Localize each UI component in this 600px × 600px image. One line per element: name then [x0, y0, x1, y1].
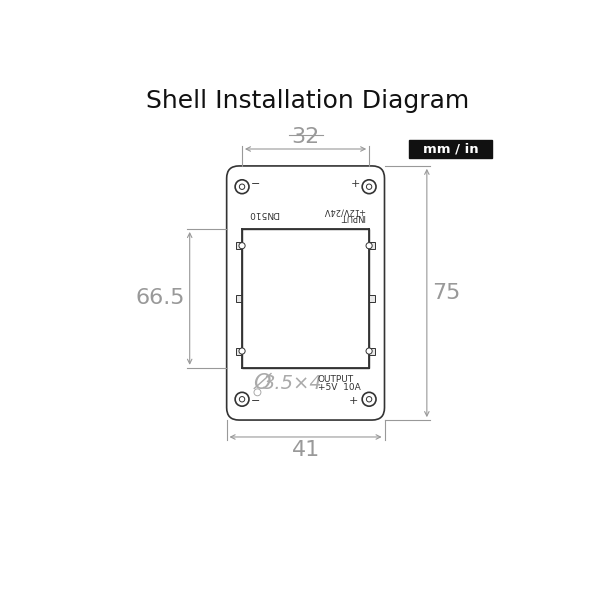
Text: DN510: DN510 [248, 209, 279, 218]
Circle shape [366, 348, 372, 354]
Text: Shell Installation Diagram: Shell Installation Diagram [146, 89, 469, 113]
Text: 75: 75 [432, 283, 461, 303]
FancyBboxPatch shape [227, 166, 385, 420]
Circle shape [366, 242, 372, 249]
Text: Ø: Ø [254, 373, 271, 393]
Text: 32: 32 [292, 127, 320, 148]
Text: −: − [251, 179, 260, 190]
Circle shape [239, 242, 245, 249]
Text: 3.5×4: 3.5×4 [263, 374, 323, 392]
Text: 41: 41 [292, 440, 320, 460]
Bar [236, 347, 242, 355]
Text: INPUT: INPUT [340, 212, 365, 221]
Text: −: − [251, 396, 260, 406]
Text: +: + [349, 396, 358, 406]
Text: mm / in: mm / in [423, 142, 479, 155]
Text: 66.5: 66.5 [136, 289, 185, 308]
Text: +12V/24V: +12V/24V [323, 206, 365, 215]
Bar [369, 242, 375, 249]
Text: +: + [350, 179, 360, 190]
Circle shape [235, 392, 249, 406]
Circle shape [367, 397, 372, 402]
Circle shape [254, 389, 261, 396]
Bar [236, 295, 242, 302]
Bar [369, 295, 375, 302]
Circle shape [362, 180, 376, 194]
Bar [242, 229, 369, 368]
Circle shape [239, 397, 245, 402]
Circle shape [362, 392, 376, 406]
Bar [369, 347, 375, 355]
Bar [236, 242, 242, 249]
Circle shape [239, 348, 245, 354]
Text: +5V  10A: +5V 10A [317, 383, 360, 392]
Circle shape [239, 184, 245, 190]
Text: OUTPUT: OUTPUT [317, 376, 353, 385]
Circle shape [367, 184, 372, 190]
Bar [409, 140, 492, 158]
Circle shape [235, 180, 249, 194]
